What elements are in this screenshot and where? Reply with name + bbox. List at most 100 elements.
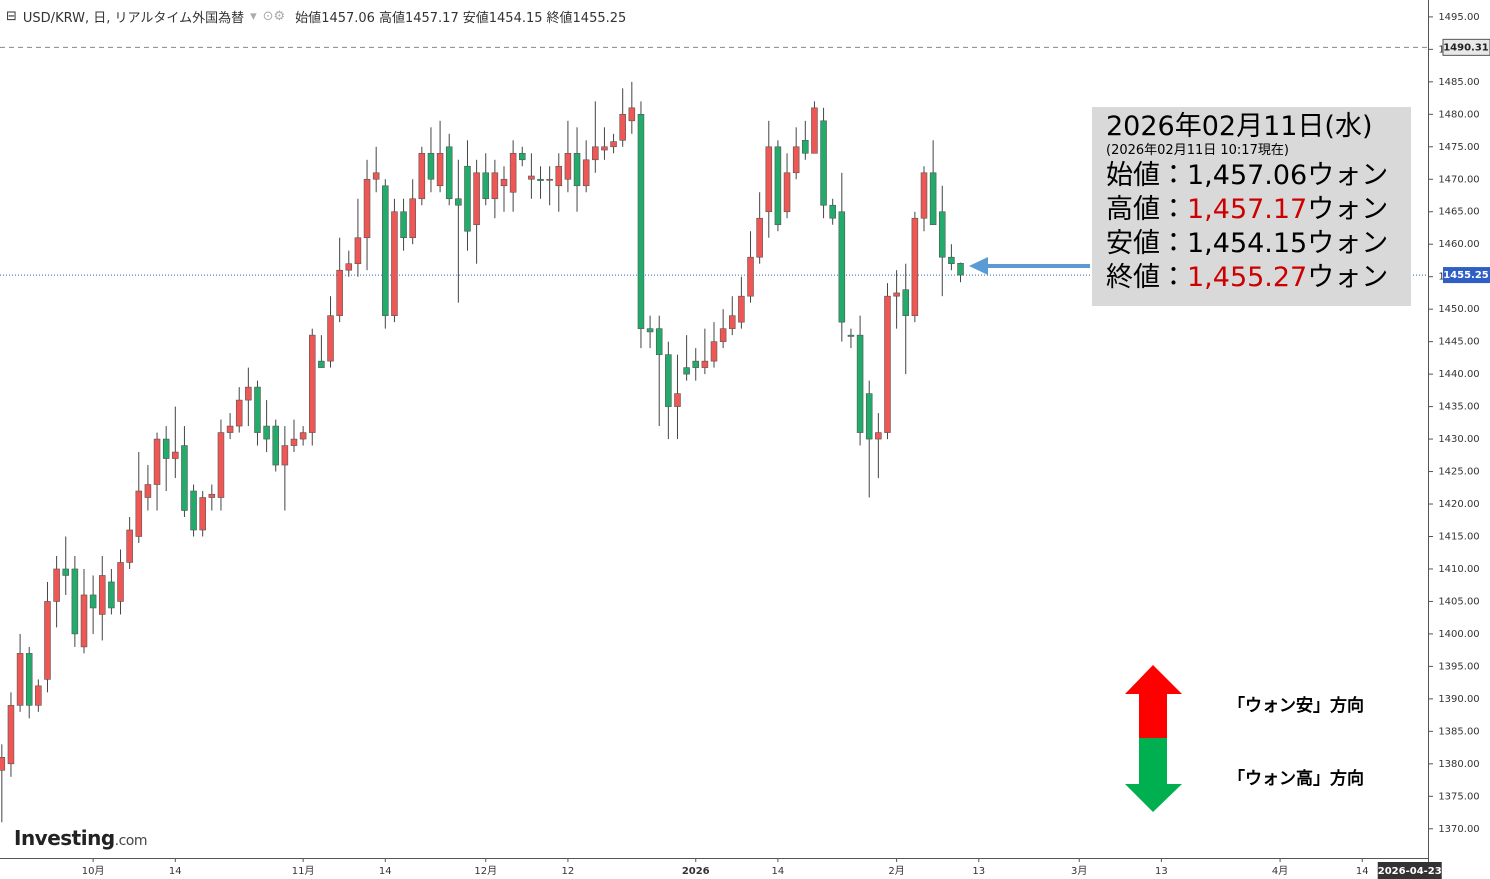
candle-body — [902, 289, 910, 316]
candle-body — [875, 432, 882, 440]
candle-body — [455, 198, 462, 206]
candle-body — [674, 393, 681, 407]
x-tick-label: 2月 — [888, 865, 904, 877]
candle-body — [829, 204, 836, 219]
y-tick-label: 1485.00 — [1438, 77, 1479, 88]
symbol: USD/KRW, 日, リアルタイム外国為替 — [22, 11, 245, 26]
x-cursor-label: 2026-04-23 — [1378, 866, 1442, 877]
candle-body — [318, 360, 325, 368]
candle-body — [217, 432, 225, 498]
candle-body — [756, 217, 763, 258]
price-label-box — [1442, 38, 1490, 56]
dropdown-icon[interactable]: ▾ — [250, 9, 257, 24]
x-tick-label: 12月 — [474, 865, 497, 877]
candle-body — [619, 114, 626, 141]
candle-body — [62, 568, 70, 576]
y-tick-label: 1495.00 — [1438, 12, 1479, 23]
ohlc-list: 始値1457.06 高値1457.17 安値1454.15 終値1455.25 — [291, 7, 626, 26]
y-tick-label: 1410.00 — [1438, 564, 1479, 575]
candle-body — [802, 139, 809, 154]
candle-body — [190, 490, 197, 531]
candle-body — [546, 178, 553, 181]
candle-body — [911, 217, 919, 316]
x-tick-label: 14 — [772, 866, 785, 877]
info-label: 終値： — [1106, 262, 1187, 293]
candle-body — [263, 425, 270, 440]
candle-body — [153, 438, 161, 485]
collapse-icon[interactable]: ⊟ — [6, 9, 17, 24]
candle-body — [884, 295, 891, 433]
up-arrow — [1125, 665, 1182, 738]
candle-body — [80, 594, 88, 648]
candle-body — [299, 432, 307, 440]
x-tick-label: 3月 — [1071, 865, 1087, 877]
y-tick-label: 1385.00 — [1438, 726, 1479, 737]
candle-body — [354, 237, 362, 265]
x-tick-label: 13 — [1155, 866, 1168, 877]
candle-body — [948, 256, 955, 265]
info-as-of: (2026年02月11日 10:17現在) — [1106, 143, 1289, 158]
candle-body — [418, 152, 426, 200]
candle-body — [336, 269, 343, 316]
y-tick-label: 1480.00 — [1438, 109, 1479, 120]
y-tick-label: 1475.00 — [1438, 142, 1479, 153]
candle-body — [181, 445, 188, 511]
x-tick-label: 14 — [169, 866, 182, 877]
candle-body — [847, 334, 855, 337]
ohlc-label: 終値 — [546, 11, 573, 26]
candle-body — [893, 292, 900, 297]
ohlc-value: 1457.06 — [321, 11, 375, 26]
candle-body — [98, 575, 106, 615]
x-tick-label: 13 — [972, 866, 985, 877]
y-tick-label: 1405.00 — [1438, 596, 1479, 607]
candle-body — [208, 493, 216, 498]
candle-body — [53, 568, 60, 602]
settings-icon[interactable]: ⊙⚙ — [262, 9, 286, 24]
y-tick-label: 1420.00 — [1438, 499, 1479, 510]
candle-body — [126, 529, 133, 563]
x-tick-label: 14 — [379, 866, 392, 877]
candle-body — [838, 211, 846, 323]
candle-body — [117, 562, 124, 602]
watermark-brand: Investing — [14, 826, 115, 850]
candle-body — [701, 360, 709, 368]
candle-body — [765, 146, 773, 213]
info-label: 安値： — [1106, 228, 1187, 259]
candle-body — [811, 107, 818, 154]
candle-body — [162, 438, 170, 459]
candle-body — [747, 256, 754, 297]
candle-body — [245, 386, 252, 401]
ohlc-label: 安値 — [462, 11, 489, 26]
info-row: 終値：1,455.27ウォン — [1106, 261, 1397, 295]
pointer-arrow-head — [969, 257, 988, 275]
candle-body — [400, 211, 407, 239]
watermark-suffix: .com — [114, 833, 148, 849]
ohlc-label: 高値 — [378, 11, 405, 26]
candle-body — [427, 152, 435, 180]
candle-body — [920, 172, 928, 219]
candle-body — [491, 172, 499, 200]
candle-body — [281, 445, 289, 466]
candle-body — [929, 172, 937, 226]
candle-body — [610, 141, 617, 148]
candle-body — [345, 263, 353, 271]
candle-body — [473, 172, 480, 226]
candle-body — [573, 152, 581, 187]
candle-body — [783, 172, 791, 213]
info-value: 1,457.06 — [1187, 160, 1308, 191]
candle-body — [235, 399, 243, 427]
candle-body — [135, 490, 143, 537]
candle-body — [592, 146, 599, 161]
y-tick-label: 1390.00 — [1438, 694, 1479, 705]
candle-body — [856, 334, 864, 433]
x-tick-label: 12 — [562, 866, 575, 877]
candle-body — [372, 172, 380, 180]
info-unit: ウォン — [1307, 194, 1389, 225]
info-row: 高値：1,457.17ウォン — [1106, 193, 1397, 227]
y-tick-label: 1395.00 — [1438, 661, 1479, 672]
candle-body — [445, 146, 453, 200]
candle-body — [957, 263, 964, 276]
